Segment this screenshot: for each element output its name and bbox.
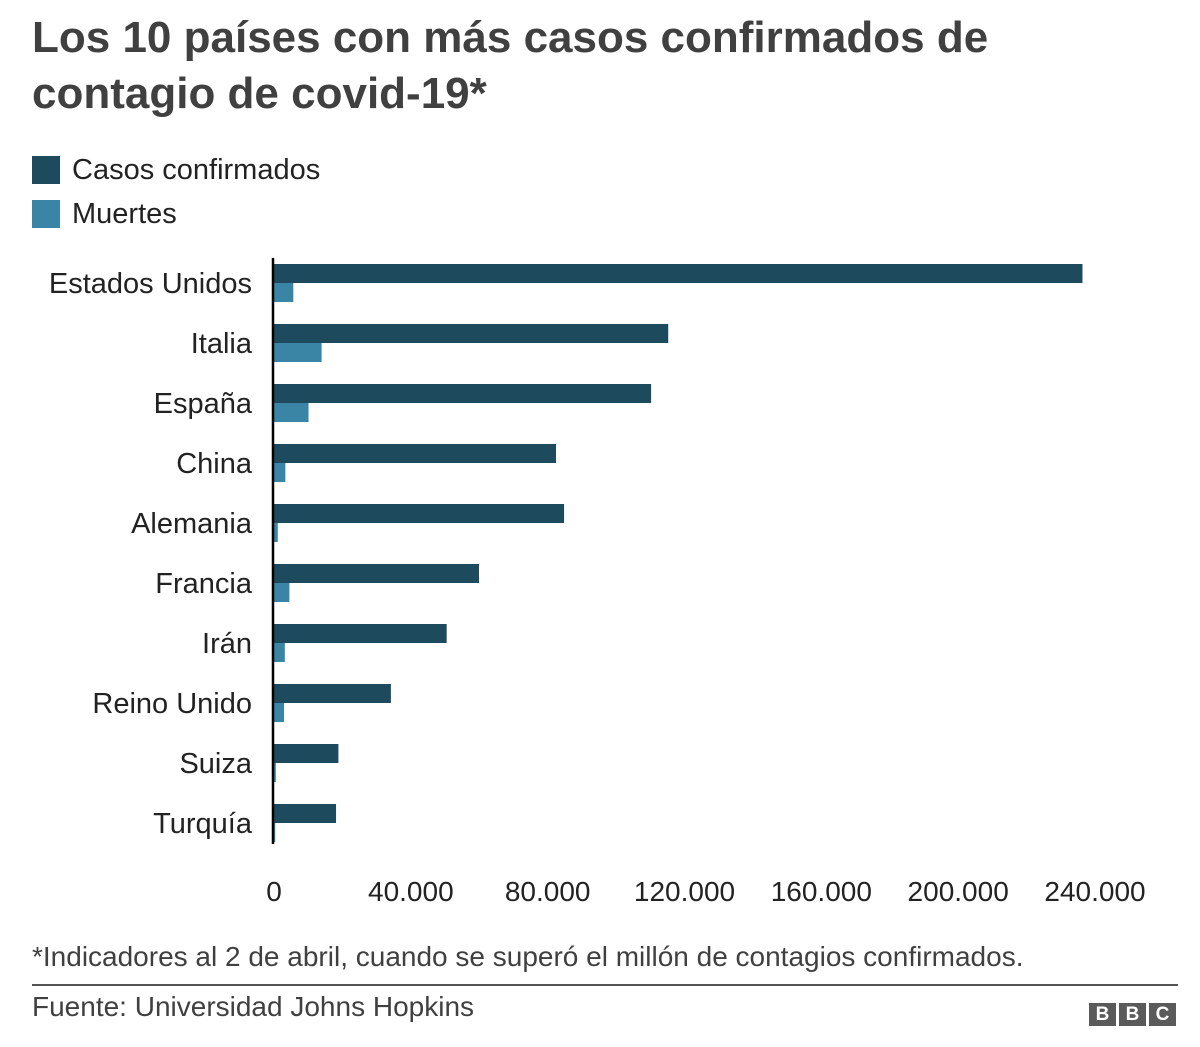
legend-item-casos: Casos confirmados <box>32 148 320 192</box>
bar-casos <box>274 384 652 403</box>
bar-muertes <box>274 343 322 362</box>
bbc-logo-letter: B <box>1119 1003 1146 1026</box>
bar-muertes <box>274 763 276 782</box>
bbc-logo: B B C <box>1089 1003 1176 1026</box>
category-label: Irán <box>202 628 252 660</box>
x-tick-label: 200.000 <box>908 876 1009 907</box>
x-tick-label: 120.000 <box>634 876 735 907</box>
legend-swatch-muertes <box>32 200 60 228</box>
chart-title: Los 10 países con más casos confirmados … <box>32 13 989 118</box>
bar-muertes <box>274 703 285 722</box>
category-label: Alemania <box>131 508 253 540</box>
category-label: Turquía <box>153 808 253 840</box>
x-tick-label: 80.000 <box>505 876 591 907</box>
bar-muertes <box>274 823 276 842</box>
x-tick-label: 160.000 <box>771 876 872 907</box>
category-label: Reino Unido <box>92 688 252 720</box>
bar-muertes <box>274 583 290 602</box>
category-label: Francia <box>155 568 253 600</box>
legend-item-muertes: Muertes <box>32 192 320 236</box>
bar-muertes <box>274 463 286 482</box>
bbc-logo-letter: C <box>1149 1003 1176 1026</box>
bbc-logo-letter: B <box>1089 1003 1116 1026</box>
source-note: Fuente: Universidad Johns Hopkins <box>32 991 475 1022</box>
legend-label-casos: Casos confirmados <box>72 153 321 186</box>
x-tick-label: 40.000 <box>368 876 454 907</box>
bar-casos <box>274 324 669 343</box>
legend-label-muertes: Muertes <box>72 197 177 230</box>
category-label: Estados Unidos <box>49 268 252 300</box>
category-label: China <box>176 448 253 480</box>
bar-casos <box>274 504 565 523</box>
bar-muertes <box>274 283 294 302</box>
legend: Casos confirmados Muertes <box>32 148 320 236</box>
bar-casos <box>274 264 1083 283</box>
bar-casos <box>274 624 447 643</box>
divider <box>32 984 1178 986</box>
bar-muertes <box>274 643 285 662</box>
category-label: España <box>154 388 253 420</box>
category-label: Italia <box>191 328 253 360</box>
footnote: *Indicadores al 2 de abril, cuando se su… <box>32 941 1024 972</box>
bar-casos <box>274 744 339 763</box>
legend-swatch-casos <box>32 156 60 184</box>
bar-muertes <box>274 523 278 542</box>
category-label: Suiza <box>179 748 252 780</box>
x-tick-label: 0 <box>266 876 282 907</box>
bar-casos <box>274 564 480 583</box>
bar-muertes <box>274 403 309 422</box>
bar-casos <box>274 684 391 703</box>
bar-chart: Estados Unidos Italia España China Alemania F… <box>49 258 1146 907</box>
bar-casos <box>274 804 337 823</box>
x-tick-label: 240.000 <box>1044 876 1145 907</box>
bar-casos <box>274 444 556 463</box>
